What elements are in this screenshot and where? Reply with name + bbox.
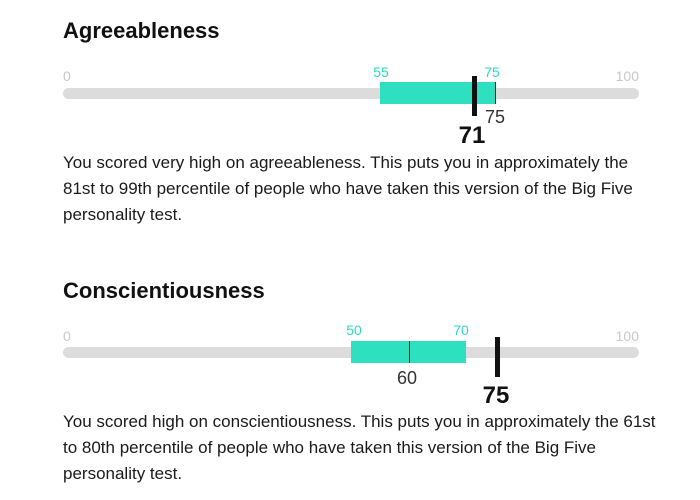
- range-low-label: 50: [346, 322, 362, 338]
- scale-max-label: 100: [615, 68, 639, 84]
- typical-range-bar: [379, 82, 495, 104]
- average-tick: [408, 341, 410, 363]
- scale-min-label: 0: [63, 328, 71, 344]
- range-low-label: 55: [373, 64, 389, 80]
- score-value: 71: [458, 122, 486, 149]
- range-high-label: 70: [453, 322, 469, 338]
- scale-min-label: 0: [63, 68, 71, 84]
- trait-title: Conscientiousness: [63, 278, 265, 303]
- score-marker: [495, 337, 500, 377]
- score-scale: 0 100 50 70 60 75: [63, 320, 639, 410]
- trait-description: You scored very high on agreeableness. T…: [63, 153, 633, 224]
- score-marker: [471, 76, 477, 116]
- range-high-label: 75: [484, 64, 500, 80]
- average-label: 60: [397, 368, 418, 388]
- trait-description: You scored high on conscientiousness. Th…: [63, 412, 656, 483]
- scale-max-label: 100: [615, 328, 639, 344]
- average-label: 75: [485, 107, 506, 127]
- score-scale: 0 100 55 75 75 71: [63, 62, 639, 152]
- trait-title: Agreeableness: [63, 18, 220, 43]
- score-value: 75: [482, 382, 510, 409]
- scale-track: [63, 88, 639, 99]
- average-tick: [495, 82, 496, 104]
